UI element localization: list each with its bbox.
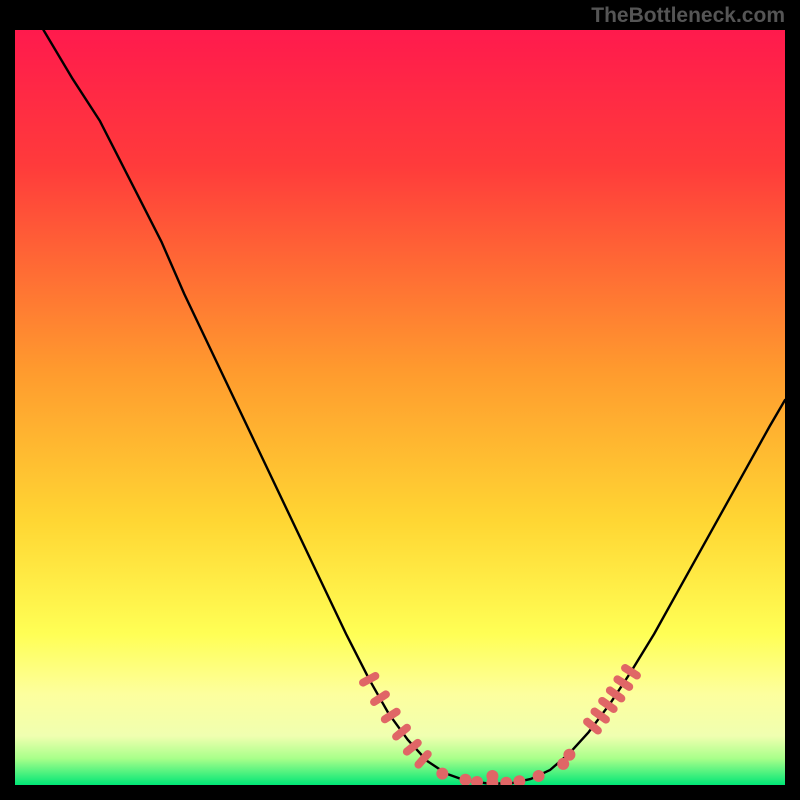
tick-dot	[533, 770, 545, 782]
tick-dot	[563, 749, 575, 761]
tick-dot	[513, 775, 525, 785]
tick-dot	[500, 777, 512, 785]
tick-mark	[625, 668, 637, 675]
tick-mark	[418, 754, 427, 764]
tick-dot	[486, 770, 498, 782]
curve-overlay	[15, 30, 785, 785]
bottleneck-curve	[43, 30, 785, 783]
tick-dot	[436, 768, 448, 780]
tick-mark	[385, 712, 397, 720]
tick-mark	[374, 694, 386, 702]
plot-area	[15, 30, 785, 785]
tick-mark	[610, 690, 621, 698]
tick-mark	[363, 676, 375, 683]
tick-dot	[471, 776, 483, 785]
watermark-text: TheBottleneck.com	[591, 4, 785, 28]
tick-dot	[459, 774, 471, 785]
tick-mark	[617, 679, 629, 686]
